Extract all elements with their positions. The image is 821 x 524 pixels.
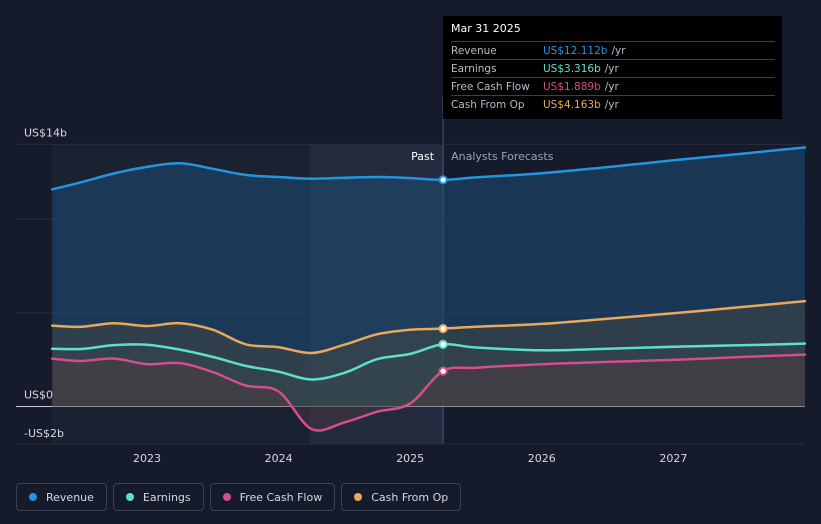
x-tick-label: 2027 xyxy=(659,452,687,465)
tooltip-row-earnings: Earnings US$3.316b /yr xyxy=(451,59,775,77)
area-fcf xyxy=(52,354,805,431)
tooltip-value: US$12.112b xyxy=(543,44,608,57)
x-tick-label: 2025 xyxy=(396,452,424,465)
past-label: Past xyxy=(411,150,435,163)
chart-tooltip: Mar 31 2025 Revenue US$12.112b /yr Earni… xyxy=(443,16,782,119)
y-axis-label: US$14b xyxy=(24,126,67,139)
x-tick-label: 2026 xyxy=(528,452,556,465)
tooltip-unit: /yr xyxy=(604,80,619,93)
legend-label: Cash From Op xyxy=(371,490,449,504)
line-revenue xyxy=(50,146,807,191)
marker-revenue xyxy=(438,175,448,185)
y-axis-label: -US$2b xyxy=(24,427,64,440)
forecast-label: Analysts Forecasts xyxy=(451,150,554,163)
legend-dot-icon xyxy=(29,493,37,501)
tooltip-unit: /yr xyxy=(611,44,626,57)
tooltip-row-free-cash-flow: Free Cash Flow US$1.889b /yr xyxy=(451,77,775,95)
tooltip-date: Mar 31 2025 xyxy=(451,22,521,35)
line-cfo xyxy=(50,299,807,355)
legend-item-earnings[interactable]: Earnings xyxy=(112,483,204,511)
legend-dot-icon xyxy=(222,493,231,501)
tooltip-row-revenue: Revenue US$12.112b /yr xyxy=(451,41,775,59)
y-axis-label: US$0 xyxy=(24,389,53,402)
legend-label: Revenue xyxy=(46,490,94,504)
marker-earnings xyxy=(438,339,448,349)
tooltip-unit: /yr xyxy=(604,62,619,75)
legend-dot-icon xyxy=(354,493,363,501)
legend-label: Earnings xyxy=(142,490,191,504)
tooltip-value: US$1.889b xyxy=(543,80,601,93)
tooltip-label: Earnings xyxy=(451,62,497,75)
legend-dot-icon xyxy=(125,493,134,501)
legend: Revenue Earnings Free Cash Flow Cash Fro… xyxy=(16,483,462,511)
tooltip-label: Free Cash Flow xyxy=(451,80,530,93)
area-cfo xyxy=(52,301,805,407)
marker-fcf xyxy=(438,366,448,376)
x-tick-label: 2024 xyxy=(265,452,293,465)
tooltip-label: Revenue xyxy=(451,44,497,57)
tooltip-row-cash-from-op: Cash From Op US$4.163b /yr xyxy=(451,95,775,113)
legend-item-revenue[interactable]: Revenue xyxy=(16,483,107,511)
marker-cfo xyxy=(438,324,448,334)
line-earnings xyxy=(50,342,807,381)
tooltip-label: Cash From Op xyxy=(451,98,525,111)
x-tick-label: 2023 xyxy=(133,452,161,465)
tooltip-value: US$4.163b xyxy=(543,98,601,111)
line-fcf xyxy=(50,353,807,432)
legend-label: Free Cash Flow xyxy=(239,490,323,504)
tooltip-value: US$3.316b xyxy=(543,62,601,75)
legend-item-cash-from-op[interactable]: Cash From Op xyxy=(341,483,462,511)
tooltip-unit: /yr xyxy=(604,98,619,111)
legend-item-free-cash-flow[interactable]: Free Cash Flow xyxy=(209,483,336,511)
